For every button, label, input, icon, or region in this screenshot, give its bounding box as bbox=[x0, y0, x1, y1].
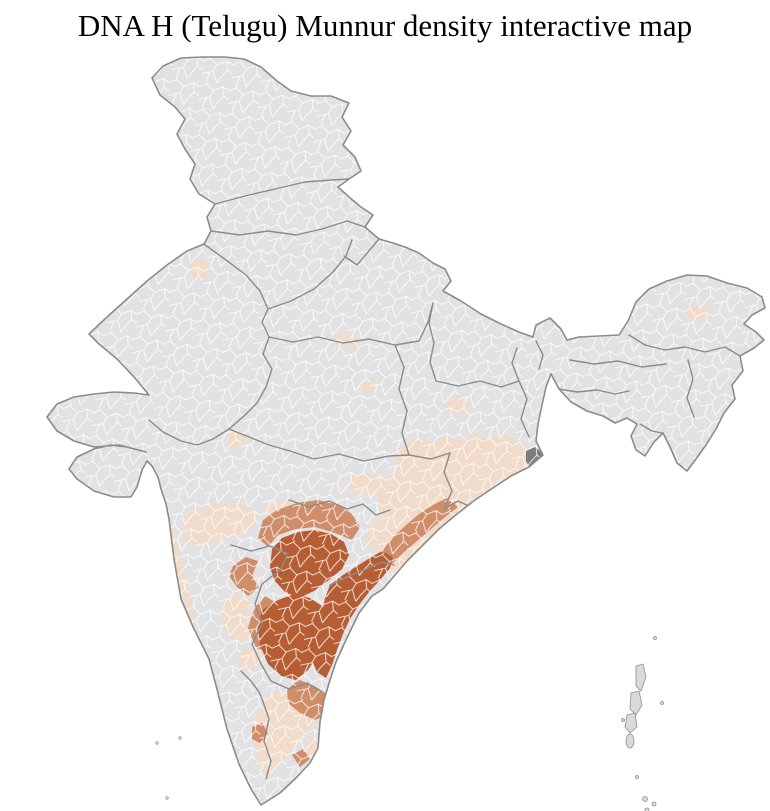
island[interactable] bbox=[155, 741, 159, 745]
island[interactable] bbox=[644, 807, 650, 811]
island[interactable] bbox=[178, 736, 182, 740]
island[interactable] bbox=[653, 636, 657, 640]
island[interactable] bbox=[625, 733, 635, 749]
island[interactable] bbox=[642, 796, 648, 802]
island[interactable] bbox=[660, 701, 664, 705]
state-borders bbox=[148, 178, 741, 780]
andaman-nicobar-islands[interactable] bbox=[621, 636, 664, 811]
island[interactable] bbox=[165, 796, 169, 800]
island[interactable] bbox=[629, 690, 643, 716]
island[interactable] bbox=[635, 663, 647, 692]
island[interactable] bbox=[624, 712, 638, 734]
island[interactable] bbox=[651, 801, 657, 807]
district-region-medium[interactable] bbox=[358, 673, 379, 695]
island[interactable] bbox=[635, 775, 639, 779]
lakshadweep-islands[interactable] bbox=[155, 736, 182, 800]
island[interactable] bbox=[621, 718, 625, 722]
